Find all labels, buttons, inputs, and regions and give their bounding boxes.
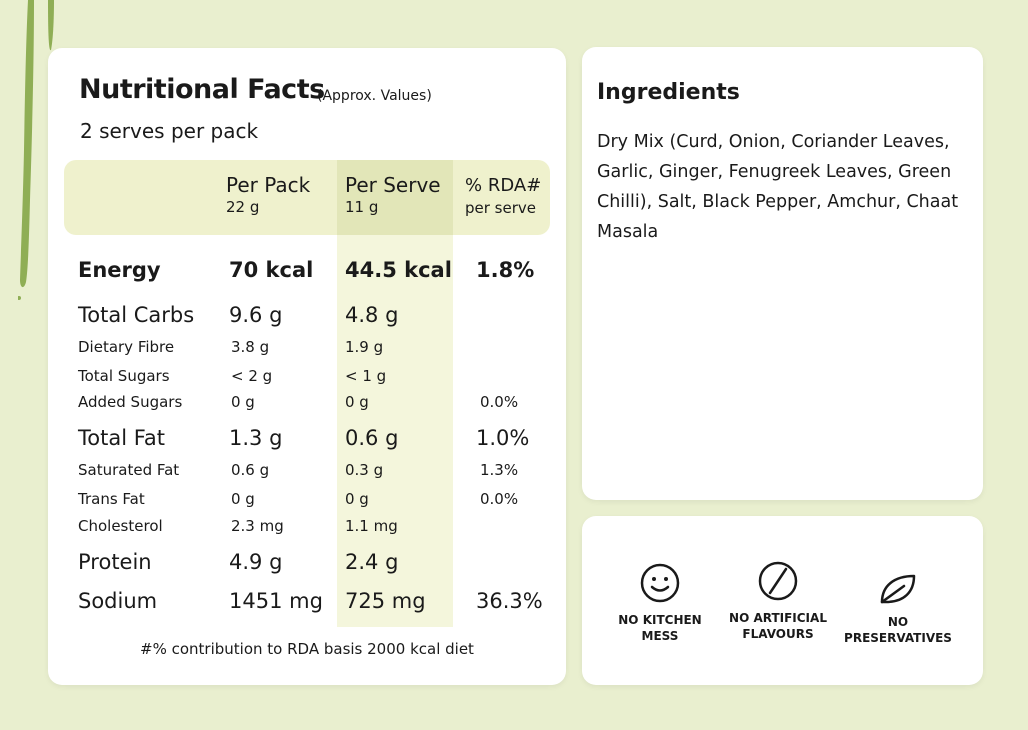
nutrient-label: Trans Fat: [78, 490, 145, 508]
prohibited-icon: [758, 561, 798, 601]
nutrient-label: Protein: [78, 550, 152, 574]
per-pack-value: 1.3 g: [229, 426, 283, 450]
rda-value: 1.3%: [480, 461, 519, 479]
per-serve-value: < 1 g: [345, 367, 387, 385]
smiley-icon: [640, 563, 680, 603]
badge-no-kitchen-mess: NO KITCHEN MESS: [602, 562, 718, 644]
nutrient-label: Saturated Fat: [78, 461, 180, 479]
per-serve-value: 0.3 g: [345, 461, 384, 479]
header-per-pack: Per Pack 22 g: [226, 173, 310, 217]
per-serve-value: 0 g: [345, 393, 369, 411]
nutrient-label: Energy: [78, 258, 161, 282]
per-pack-value: 1451 mg: [229, 589, 323, 613]
per-serve-value: 2.4 g: [345, 550, 399, 574]
header-rda-label: % RDA#: [465, 175, 542, 196]
nutrient-label: Total Fat: [78, 426, 165, 450]
per-pack-value: 9.6 g: [229, 303, 283, 327]
per-pack-value: 0.6 g: [231, 461, 270, 479]
per-serve-value: 0.6 g: [345, 426, 399, 450]
leaf-icon: [880, 574, 916, 604]
nutrient-label: Dietary Fibre: [78, 338, 175, 356]
rda-value: 0.0%: [480, 490, 519, 508]
rda-value: 1.8%: [476, 258, 535, 282]
table-header-band: [64, 160, 550, 235]
rda-value: 36.3%: [476, 589, 543, 613]
per-serve-column-highlight: [337, 160, 453, 627]
nutrient-label: Added Sugars: [78, 393, 183, 411]
per-pack-value: 4.9 g: [229, 550, 283, 574]
per-serve-value: 725 mg: [345, 589, 426, 613]
header-per-pack-label: Per Pack: [226, 173, 311, 197]
header-per-serve-weight: 11 g: [345, 198, 379, 216]
badge-no-preservatives: NO PRESERVATIVES: [838, 572, 958, 646]
per-pack-value: 70 kcal: [229, 258, 314, 282]
nutrition-title: Nutritional Facts: [79, 74, 325, 105]
drip-decoration: [18, 0, 54, 300]
per-serve-value: 44.5 kcal: [345, 258, 452, 282]
per-serve-header-highlight: [337, 160, 453, 235]
nutrition-subtitle: (Approx. Values): [317, 88, 432, 104]
badge-label: NO KITCHEN MESS: [618, 613, 702, 643]
per-pack-value: < 2 g: [231, 367, 273, 385]
per-pack-value: 3.8 g: [231, 338, 270, 356]
per-serve-value: 1.1 mg: [345, 517, 398, 535]
serves-per-pack: 2 serves per pack: [80, 119, 259, 143]
per-serve-value: 1.9 g: [345, 338, 384, 356]
header-rda-sub: per serve: [465, 199, 537, 217]
per-pack-value: 0 g: [231, 490, 255, 508]
nutrient-label: Sodium: [78, 589, 158, 613]
per-serve-value: 0 g: [345, 490, 369, 508]
header-per-serve-label: Per Serve: [345, 173, 441, 197]
rda-value: 0.0%: [480, 393, 519, 411]
nutrient-label: Total Sugars: [78, 367, 170, 385]
rda-footnote: #% contribution to RDA basis 2000 kcal d…: [140, 640, 474, 658]
rda-value: 1.0%: [476, 426, 530, 450]
header-per-serve: Per Serve 11 g: [345, 173, 441, 217]
ingredients-card: Ingredients Dry Mix (Curd, Onion, Corian…: [582, 47, 983, 500]
nutrient-label: Total Carbs: [78, 303, 195, 327]
badges-card: NO KITCHEN MESS NO ARTIFICIAL FLAVOURS N…: [582, 516, 983, 685]
header-rda: % RDA# per serve: [465, 174, 541, 218]
header-per-pack-weight: 22 g: [226, 198, 260, 216]
per-pack-value: 2.3 mg: [231, 517, 284, 535]
badge-label: NO ARTIFICIAL FLAVOURS: [729, 611, 827, 641]
per-serve-value: 4.8 g: [345, 303, 399, 327]
badge-label: NO PRESERVATIVES: [844, 615, 952, 645]
nutrition-facts-card: Nutritional Facts (Approx. Values) 2 ser…: [48, 48, 566, 685]
per-pack-value: 0 g: [231, 393, 255, 411]
nutrient-label: Cholesterol: [78, 517, 163, 535]
ingredients-list: Dry Mix (Curd, Onion, Coriander Leaves, …: [597, 132, 959, 242]
ingredients-title: Ingredients: [597, 80, 740, 105]
badge-no-artificial-flavours: NO ARTIFICIAL FLAVOURS: [728, 560, 828, 642]
